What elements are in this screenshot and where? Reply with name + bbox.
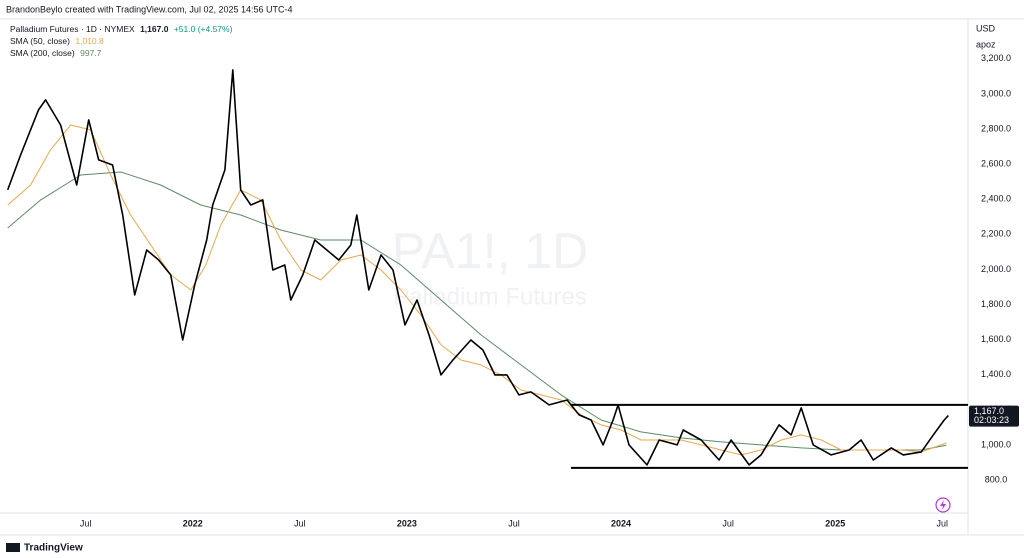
last-price-label: 1,167.0 [974,406,1004,416]
y-tick-label: 3,000.0 [981,88,1011,98]
last-price-box [969,405,1019,427]
legend-name: SMA (200, close) [10,48,75,58]
y-tick-label: 2,600.0 [981,159,1011,169]
y-tick-label: 1,800.0 [981,299,1011,309]
x-tick-label: Jul [508,518,520,528]
countdown-label: 02:03:23 [974,415,1009,425]
x-tick-label: Jul [294,518,306,528]
legend-name: SMA (50, close) [10,36,70,46]
x-tick-label: 2023 [397,518,417,528]
legend-value: 997.7 [80,48,102,58]
x-tick-label: Jul [80,518,92,528]
x-tick-label: 2024 [611,518,631,528]
legend-row: Palladium Futures · 1D · NYMEX 1,167.0 +… [10,24,235,34]
alert-icon-bolt [940,500,946,510]
y-tick-label: 2,000.0 [981,264,1011,274]
x-tick-label: 2025 [825,518,845,528]
legend-change: +51.0 (+4.57%) [173,24,233,34]
series-line [6,69,949,466]
legend-row: SMA (200, close) 997.7 [10,48,104,58]
y-tick-label: 800.0 [985,474,1008,484]
brand: TradingView [24,543,83,554]
y-tick-label: 1,600.0 [981,334,1011,344]
currency: USD [976,23,996,33]
x-tick-label: 2022 [183,518,203,528]
legend-name: Palladium Futures · 1D · NYMEX [10,24,135,34]
y-tick-label: 3,200.0 [981,53,1011,63]
y-tick-label: 2,200.0 [981,229,1011,239]
x-tick-label: Jul [722,518,734,528]
legend-value: 1,010.8 [75,36,104,46]
y-tick-label: 1,400.0 [981,369,1011,379]
scale-label: apoz [976,39,996,49]
alert-icon[interactable] [935,497,951,513]
y-tick-label: 1,000.0 [981,439,1011,449]
y-tick-label: 2,400.0 [981,194,1011,204]
credit: BrandonBeylo created with TradingView.co… [6,4,293,14]
watermark-symbol: PA1!, 1D [392,223,588,279]
y-tick-label: 2,800.0 [981,123,1011,133]
legend-value: 1,167.0 [140,24,169,34]
series-line [7,171,947,451]
watermark-name: Palladium Futures [393,283,586,310]
brand-logo [6,543,20,552]
x-tick-label: Jul [937,518,949,528]
legend-row: SMA (50, close) 1,010.8 [10,36,107,46]
